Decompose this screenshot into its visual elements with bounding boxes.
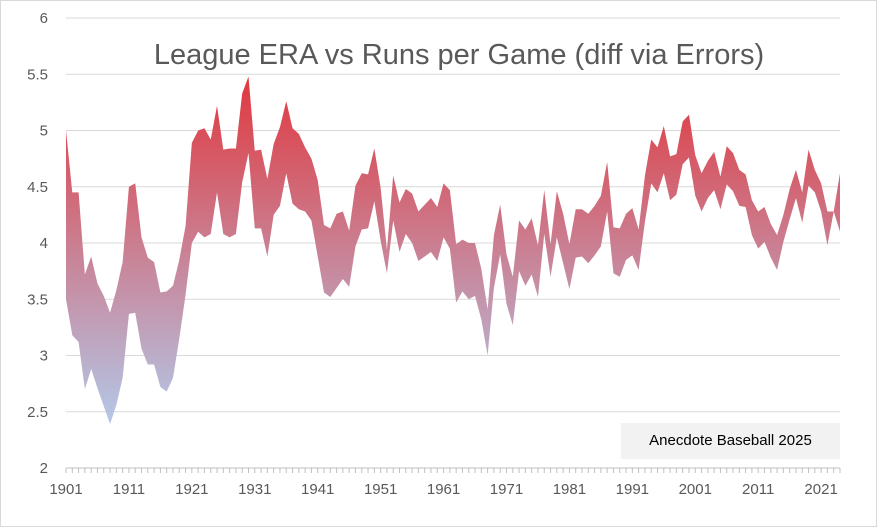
y-tick-label: 4.5 xyxy=(27,179,48,196)
y-axis-labels: 2 2.5 3 3.5 4 4.5 5 5.5 6 xyxy=(27,10,48,477)
y-tick-label: 5.5 xyxy=(27,66,48,83)
watermark-text: Anecdote Baseball 2025 xyxy=(649,432,812,449)
x-tick-label: 1961 xyxy=(427,481,460,498)
x-tick-label: 2021 xyxy=(804,481,837,498)
watermark-box: Anecdote Baseball 2025 xyxy=(621,423,840,459)
x-tick-label: 2011 xyxy=(742,481,774,498)
y-tick-label: 2.5 xyxy=(27,404,48,421)
x-axis-tick-marks xyxy=(65,468,841,473)
y-tick-label: 2 xyxy=(40,460,48,477)
x-tick-label: 1901 xyxy=(49,481,82,498)
x-tick-label: 1931 xyxy=(238,481,271,498)
x-tick-label: 1941 xyxy=(301,481,334,498)
y-tick-label: 6 xyxy=(40,10,48,27)
x-tick-label: 2001 xyxy=(679,481,712,498)
x-tick-label: 1911 xyxy=(113,481,145,498)
x-tick-label: 1991 xyxy=(616,481,649,498)
x-axis-labels: 1901 1911 1921 1931 1941 1951 1961 1971 1981 1991… xyxy=(49,481,837,498)
x-tick-label: 1921 xyxy=(175,481,208,498)
x-tick-label: 1951 xyxy=(364,481,397,498)
x-tick-label: 1971 xyxy=(490,481,523,498)
chart-title: League ERA vs Runs per Game (diff via Er… xyxy=(154,39,764,71)
x-tick-label: 1981 xyxy=(553,481,586,498)
era-vs-runs-band xyxy=(66,76,840,425)
y-tick-label: 4 xyxy=(40,235,48,252)
y-tick-label: 3 xyxy=(40,348,48,365)
y-tick-label: 3.5 xyxy=(27,291,48,308)
y-tick-label: 5 xyxy=(40,123,48,140)
